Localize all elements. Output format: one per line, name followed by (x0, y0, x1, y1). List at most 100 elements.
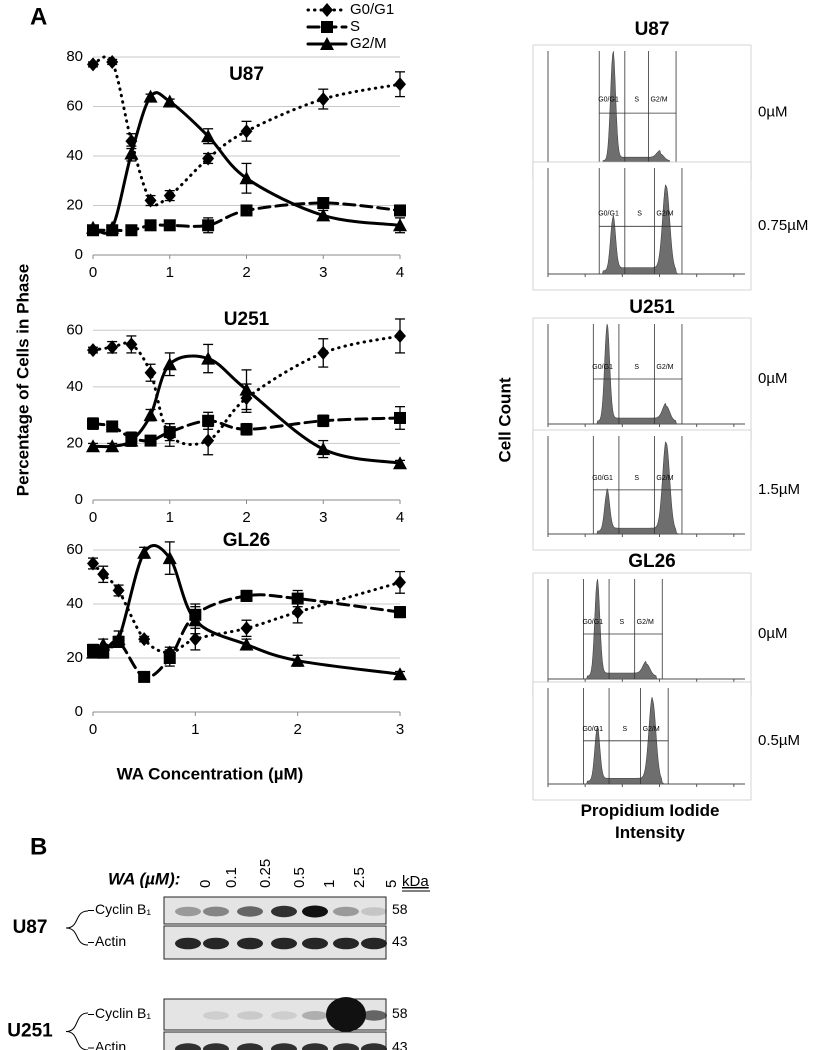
marker (96, 637, 111, 651)
marker (105, 220, 120, 234)
marker (125, 337, 138, 352)
gate-label: G0/G1 (598, 96, 619, 103)
histogram-area (548, 579, 745, 680)
blot-band (237, 906, 263, 917)
marker (394, 575, 406, 590)
blot-band (237, 937, 263, 950)
y-tick-label: 60 (66, 541, 83, 558)
histogram-area (548, 184, 745, 275)
blot-band (271, 905, 297, 918)
marker (124, 433, 139, 447)
legend-marker (320, 37, 334, 50)
marker (163, 188, 176, 203)
marker (162, 357, 177, 371)
marker (111, 632, 126, 646)
blot-band (361, 1010, 387, 1021)
blot-band (333, 937, 359, 950)
gate-label: G2/M (643, 726, 660, 733)
histogram-area (548, 323, 745, 425)
x-tick-label: 0 (89, 721, 97, 738)
protein-label: Cyclin B₁ (95, 1005, 151, 1021)
blot-band (361, 1043, 387, 1050)
blot-band (302, 937, 328, 950)
dose-label: 0.5µM (758, 732, 800, 749)
marker (144, 219, 157, 232)
marker (202, 414, 215, 427)
gate-label: S (637, 210, 642, 217)
y-tick-label: 80 (66, 48, 83, 65)
marker (316, 442, 331, 456)
marker (144, 365, 157, 380)
gate-label: G2/M (650, 96, 667, 103)
marker (393, 218, 407, 232)
marker (144, 193, 157, 208)
legend-label: S (350, 18, 360, 35)
y-axis-label: Percentage of Cells in Phase (13, 264, 32, 496)
marker (124, 146, 139, 160)
marker (87, 556, 99, 571)
marker (240, 621, 253, 636)
y-tick-label: 20 (66, 196, 83, 213)
marker (163, 652, 176, 664)
series-line (91, 55, 402, 207)
blot-band (326, 997, 366, 1032)
histogram-title: U87 (635, 19, 670, 40)
marker (240, 204, 253, 217)
gate-label: G0/G1 (598, 210, 619, 217)
chart-title: U87 (229, 64, 264, 85)
blot-band (175, 937, 201, 950)
histogram-title: GL26 (628, 551, 676, 572)
blot-band (361, 907, 387, 916)
marker (291, 592, 304, 605)
marker (317, 92, 330, 107)
marker (163, 426, 176, 439)
blot-band (175, 1043, 201, 1050)
marker (138, 670, 151, 683)
marker (316, 208, 331, 222)
marker (138, 632, 151, 647)
marker (86, 220, 100, 234)
gate-label: S (620, 619, 625, 626)
marker (144, 434, 157, 447)
gate-label: S (634, 364, 639, 371)
marker (317, 197, 330, 210)
marker (393, 667, 407, 681)
blot-band (302, 1043, 328, 1050)
marker (97, 567, 110, 582)
gate-label: G2/M (656, 475, 673, 482)
lane-label: 1 (321, 880, 338, 888)
marker (240, 589, 253, 602)
marker (106, 54, 119, 69)
blot-band (203, 1043, 229, 1050)
panel-label: A (30, 3, 47, 30)
blot-band (175, 906, 201, 917)
cell-line-label: U87 (13, 917, 48, 938)
marker (162, 94, 177, 108)
legend-label: G2/M (350, 35, 387, 52)
blot-band (203, 906, 229, 917)
marker (143, 408, 158, 422)
gate-label: G0/G1 (592, 364, 613, 371)
x-tick-label: 4 (396, 509, 404, 526)
marker (87, 57, 99, 72)
marker (189, 632, 202, 647)
marker (317, 345, 330, 360)
x-tick-label: 1 (191, 721, 199, 738)
y-tick-label: 60 (66, 97, 83, 114)
gate-label: S (622, 726, 627, 733)
blot-band (237, 1043, 263, 1050)
x-axis-label: WA Concentration (µM) (117, 764, 304, 783)
y-axis-label: Cell Count (495, 377, 514, 462)
lane-label: 0 (197, 880, 214, 888)
marker (394, 77, 406, 92)
marker (290, 653, 305, 667)
marker (125, 224, 138, 237)
marker (239, 171, 254, 185)
gate-label: G2/M (656, 364, 673, 371)
brace (65, 1012, 89, 1050)
marker (394, 328, 406, 343)
marker (201, 129, 216, 143)
dose-label: 0µM (758, 103, 787, 120)
legend-label: G0/G1 (350, 1, 394, 18)
blot-band (203, 937, 229, 950)
